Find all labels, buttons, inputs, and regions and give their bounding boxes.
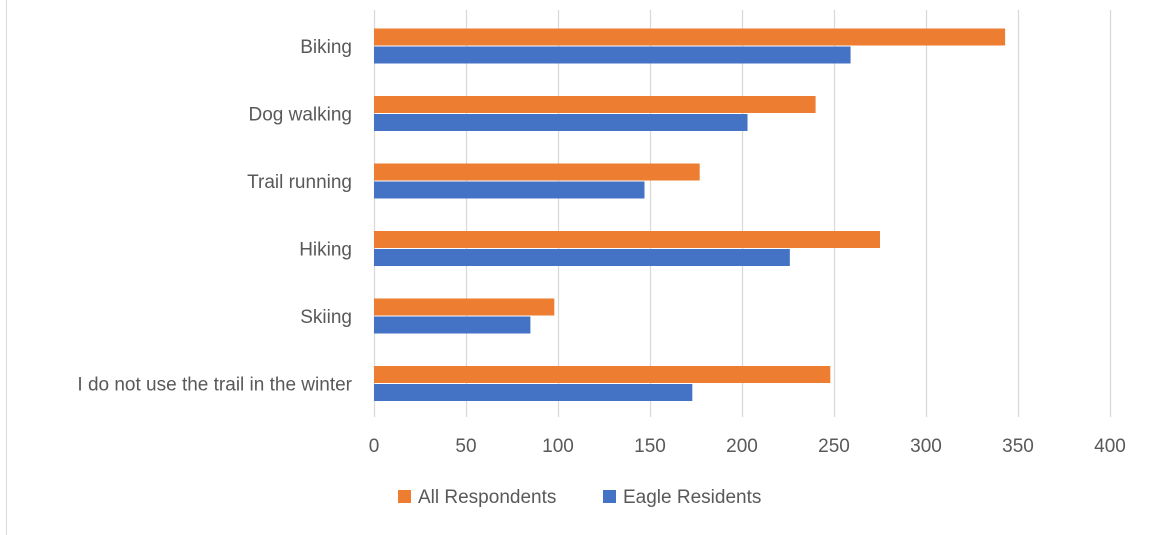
category-label-3: Hiking xyxy=(299,240,352,261)
legend-swatch-1 xyxy=(603,490,616,503)
bar-all-respondents-1 xyxy=(374,96,816,113)
category-label-0: Biking xyxy=(300,37,352,58)
x-tick-label-200: 200 xyxy=(726,436,758,457)
bar-eagle-residents-5 xyxy=(374,384,693,401)
bar-eagle-residents-2 xyxy=(374,181,645,199)
x-tick-label-100: 100 xyxy=(542,436,574,457)
category-labels: Biking Dog walking Trail running Hiking Skii… xyxy=(77,37,352,396)
bar-eagle-residents-3 xyxy=(374,249,790,266)
x-tick-label-250: 250 xyxy=(818,436,850,457)
bar-all-respondents-5 xyxy=(374,366,831,383)
legend: All Respondents Eagle Residents xyxy=(398,487,761,508)
bar-eagle-residents-4 xyxy=(374,316,531,334)
legend-label-0: All Respondents xyxy=(418,487,556,508)
x-tick-label-400: 400 xyxy=(1094,436,1126,457)
x-axis-tick-labels: 0 50 100 150 200 250 300 350 400 xyxy=(369,436,1126,457)
category-label-5: I do not use the trail in the winter xyxy=(77,375,352,396)
legend-swatch-0 xyxy=(398,490,411,503)
bar-all-respondents-3 xyxy=(374,231,880,248)
x-tick-label-350: 350 xyxy=(1002,436,1034,457)
x-tick-label-50: 50 xyxy=(455,436,476,457)
x-tick-label-150: 150 xyxy=(634,436,666,457)
bar-all-respondents-2 xyxy=(374,163,700,181)
bar-all-respondents-4 xyxy=(374,298,555,316)
category-label-4: Skiing xyxy=(300,307,352,328)
category-label-2: Trail running xyxy=(247,172,352,193)
bar-eagle-residents-0 xyxy=(374,46,851,64)
bars xyxy=(374,28,1006,401)
category-label-1: Dog walking xyxy=(249,105,353,126)
legend-label-1: Eagle Residents xyxy=(623,487,761,508)
gridlines xyxy=(373,10,1112,417)
x-tick-label-300: 300 xyxy=(910,436,942,457)
bar-eagle-residents-1 xyxy=(374,114,748,131)
x-tick-label-0: 0 xyxy=(369,436,380,457)
bar-all-respondents-0 xyxy=(374,28,1006,46)
